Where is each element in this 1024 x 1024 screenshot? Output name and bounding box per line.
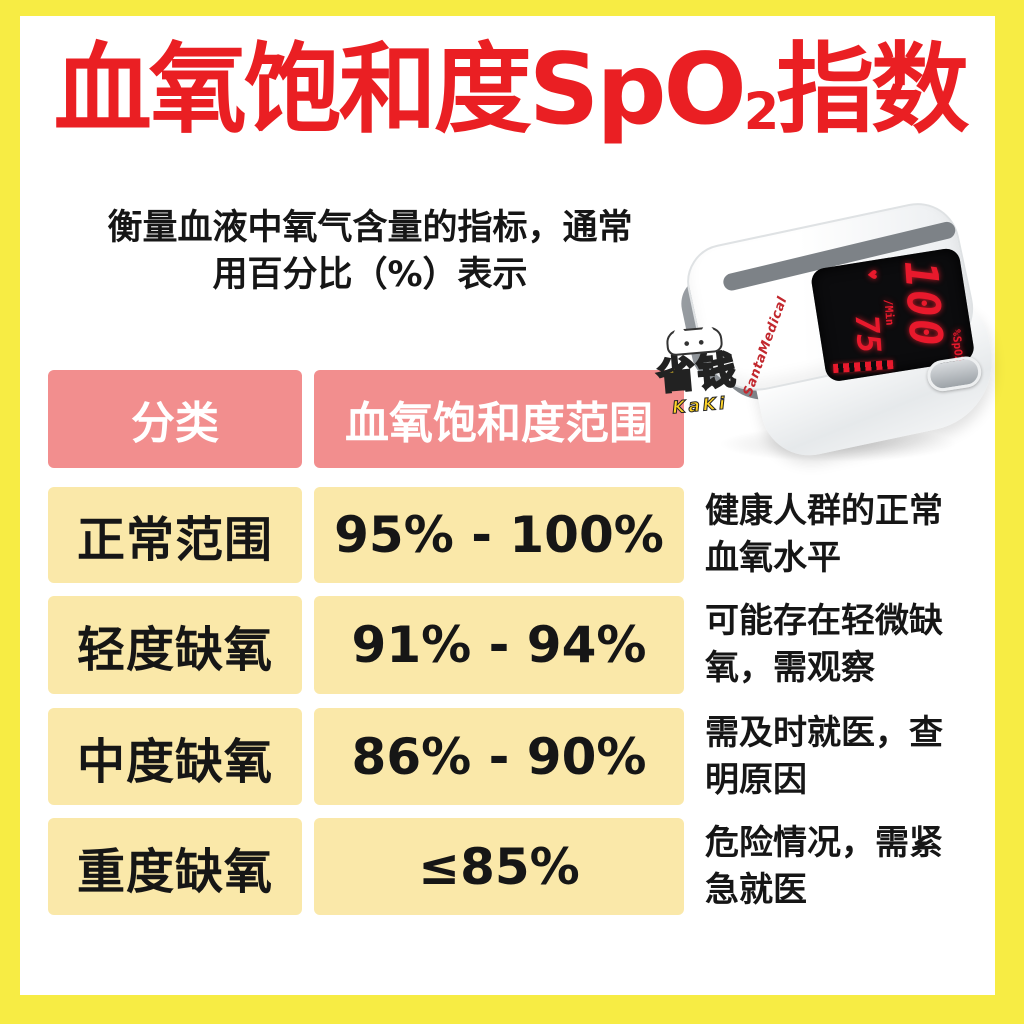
signal-bars-icon (832, 359, 894, 374)
watermark-logo: 省钱 KaKi (637, 323, 758, 442)
table-row-note: 危险情况，需紧急就医 (705, 822, 943, 910)
led-display: %SpO2 100 ♥ /Min 75 (818, 258, 967, 374)
table-row-category: 重度缺氧 (48, 818, 302, 915)
table-row-note: 可能存在轻微缺氧，需观察 (705, 601, 943, 688)
table-header-range: 血氧饱和度范围 (314, 370, 684, 468)
table-row-note: 健康人群的正常血氧水平 (705, 491, 943, 578)
table-row-range: 95% - 100% (314, 487, 684, 583)
subtitle-line-2: 用百分比（%）表示 (212, 255, 528, 295)
title-tail: 指数 (776, 33, 969, 147)
subtitle: 衡量血液中氧气含量的指标，通常 用百分比（%）表示 (55, 205, 685, 299)
subtitle-line-1: 衡量血液中氧气含量的指标，通常 (107, 208, 633, 248)
title-subscript: 2 (743, 83, 780, 143)
table-header-category: 分类 (48, 370, 302, 468)
page-title: 血氧饱和度SpO2指数 (30, 33, 990, 147)
pulse-oximeter-image: %SpO2 100 ♥ /Min 75 SantaMedical (676, 186, 1005, 476)
table-row-note: 需及时就医，查明原因 (705, 712, 943, 800)
pulse-value: 75 (847, 313, 889, 355)
table-row-category: 轻度缺氧 (48, 596, 302, 694)
cat-mascot-icon (665, 325, 724, 357)
watermark-text: 省钱 (654, 346, 740, 399)
spo2-value: 100 (894, 258, 953, 350)
table-row-category: 中度缺氧 (48, 708, 302, 805)
heart-icon: ♥ (862, 269, 882, 280)
table-row-category: 正常范围 (48, 487, 302, 583)
table-row-range: ≤85% (314, 818, 684, 915)
table-row-range: 91% - 94% (314, 596, 684, 694)
title-text: 血氧饱和度SpO (53, 33, 747, 147)
table-row-range: 86% - 90% (314, 708, 684, 805)
